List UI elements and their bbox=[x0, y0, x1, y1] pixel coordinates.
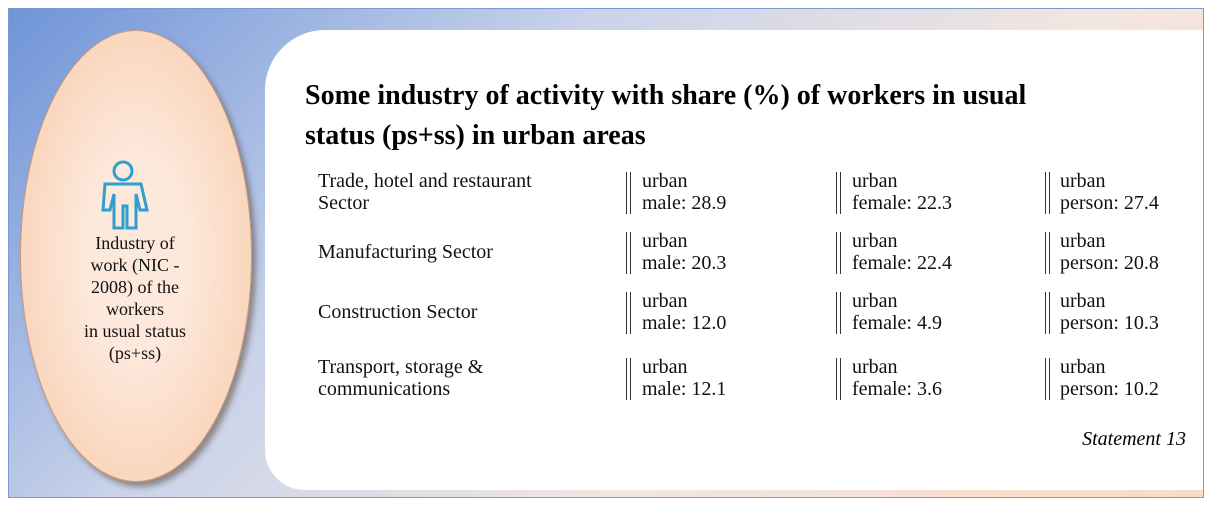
separator bbox=[836, 292, 841, 334]
footnote: Statement 13 bbox=[1082, 428, 1186, 450]
side-line: Industry of bbox=[95, 233, 175, 253]
side-line: in usual status bbox=[84, 321, 186, 341]
cell-text: urban bbox=[1060, 230, 1106, 252]
cell-text: urban bbox=[852, 170, 898, 192]
cell-text: urban bbox=[852, 356, 898, 378]
title: Some industry of activity with share (%)… bbox=[305, 76, 1026, 156]
side-label: Industry of work (NIC -2008) of the worker… bbox=[20, 232, 250, 364]
cell-text: female: 3.6 bbox=[852, 378, 942, 400]
cell-text: urban bbox=[852, 290, 898, 312]
side-line: workers bbox=[106, 299, 164, 319]
separator bbox=[836, 358, 841, 400]
cell-text: person: 10.2 bbox=[1060, 378, 1159, 400]
cell-text: male: 12.1 bbox=[642, 378, 727, 400]
cell-text: urban bbox=[1060, 170, 1106, 192]
panel bbox=[265, 30, 1203, 490]
row-label: Transport, storage & bbox=[318, 356, 484, 378]
cell-text: male: 12.0 bbox=[642, 312, 727, 334]
cell-text: urban bbox=[852, 230, 898, 252]
separator bbox=[626, 232, 631, 274]
separator bbox=[626, 292, 631, 334]
title-line: Some industry of activity with share (%)… bbox=[305, 80, 1027, 111]
cell-text: female: 22.4 bbox=[852, 252, 952, 274]
separator bbox=[1045, 292, 1050, 334]
row-label: Construction Sector bbox=[318, 301, 478, 323]
separator bbox=[626, 172, 631, 214]
cell-text: person: 20.8 bbox=[1060, 252, 1159, 274]
cell-text: urban bbox=[1060, 290, 1106, 312]
separator bbox=[1045, 358, 1050, 400]
side-line: (ps+ss) bbox=[108, 343, 162, 363]
separator bbox=[1045, 232, 1050, 274]
cell-text: male: 28.9 bbox=[642, 192, 727, 214]
person-icon bbox=[101, 160, 149, 230]
separator bbox=[836, 172, 841, 214]
side-line: work (NIC - bbox=[90, 255, 180, 275]
cell-text: male: 20.3 bbox=[642, 252, 727, 274]
cell-text: urban bbox=[642, 230, 688, 252]
side-line: 2008) of the bbox=[91, 277, 179, 297]
oval bbox=[20, 30, 252, 482]
cell-text: urban bbox=[642, 356, 688, 378]
row-label: communications bbox=[318, 378, 451, 400]
cell-text: female: 22.3 bbox=[852, 192, 952, 214]
row-label: Manufacturing Sector bbox=[318, 241, 493, 263]
row-label: Trade, hotel and restaurant bbox=[318, 170, 532, 192]
row-label: Sector bbox=[318, 192, 370, 214]
cell-text: female: 4.9 bbox=[852, 312, 942, 334]
separator bbox=[1045, 172, 1050, 214]
cell-text: urban bbox=[642, 170, 688, 192]
separator bbox=[626, 358, 631, 400]
cell-text: person: 10.3 bbox=[1060, 312, 1159, 334]
separator bbox=[836, 232, 841, 274]
cell-text: person: 27.4 bbox=[1060, 192, 1159, 214]
title-line: status (ps+ss) in urban areas bbox=[305, 120, 646, 151]
cell-text: urban bbox=[642, 290, 688, 312]
cell-text: urban bbox=[1060, 356, 1106, 378]
